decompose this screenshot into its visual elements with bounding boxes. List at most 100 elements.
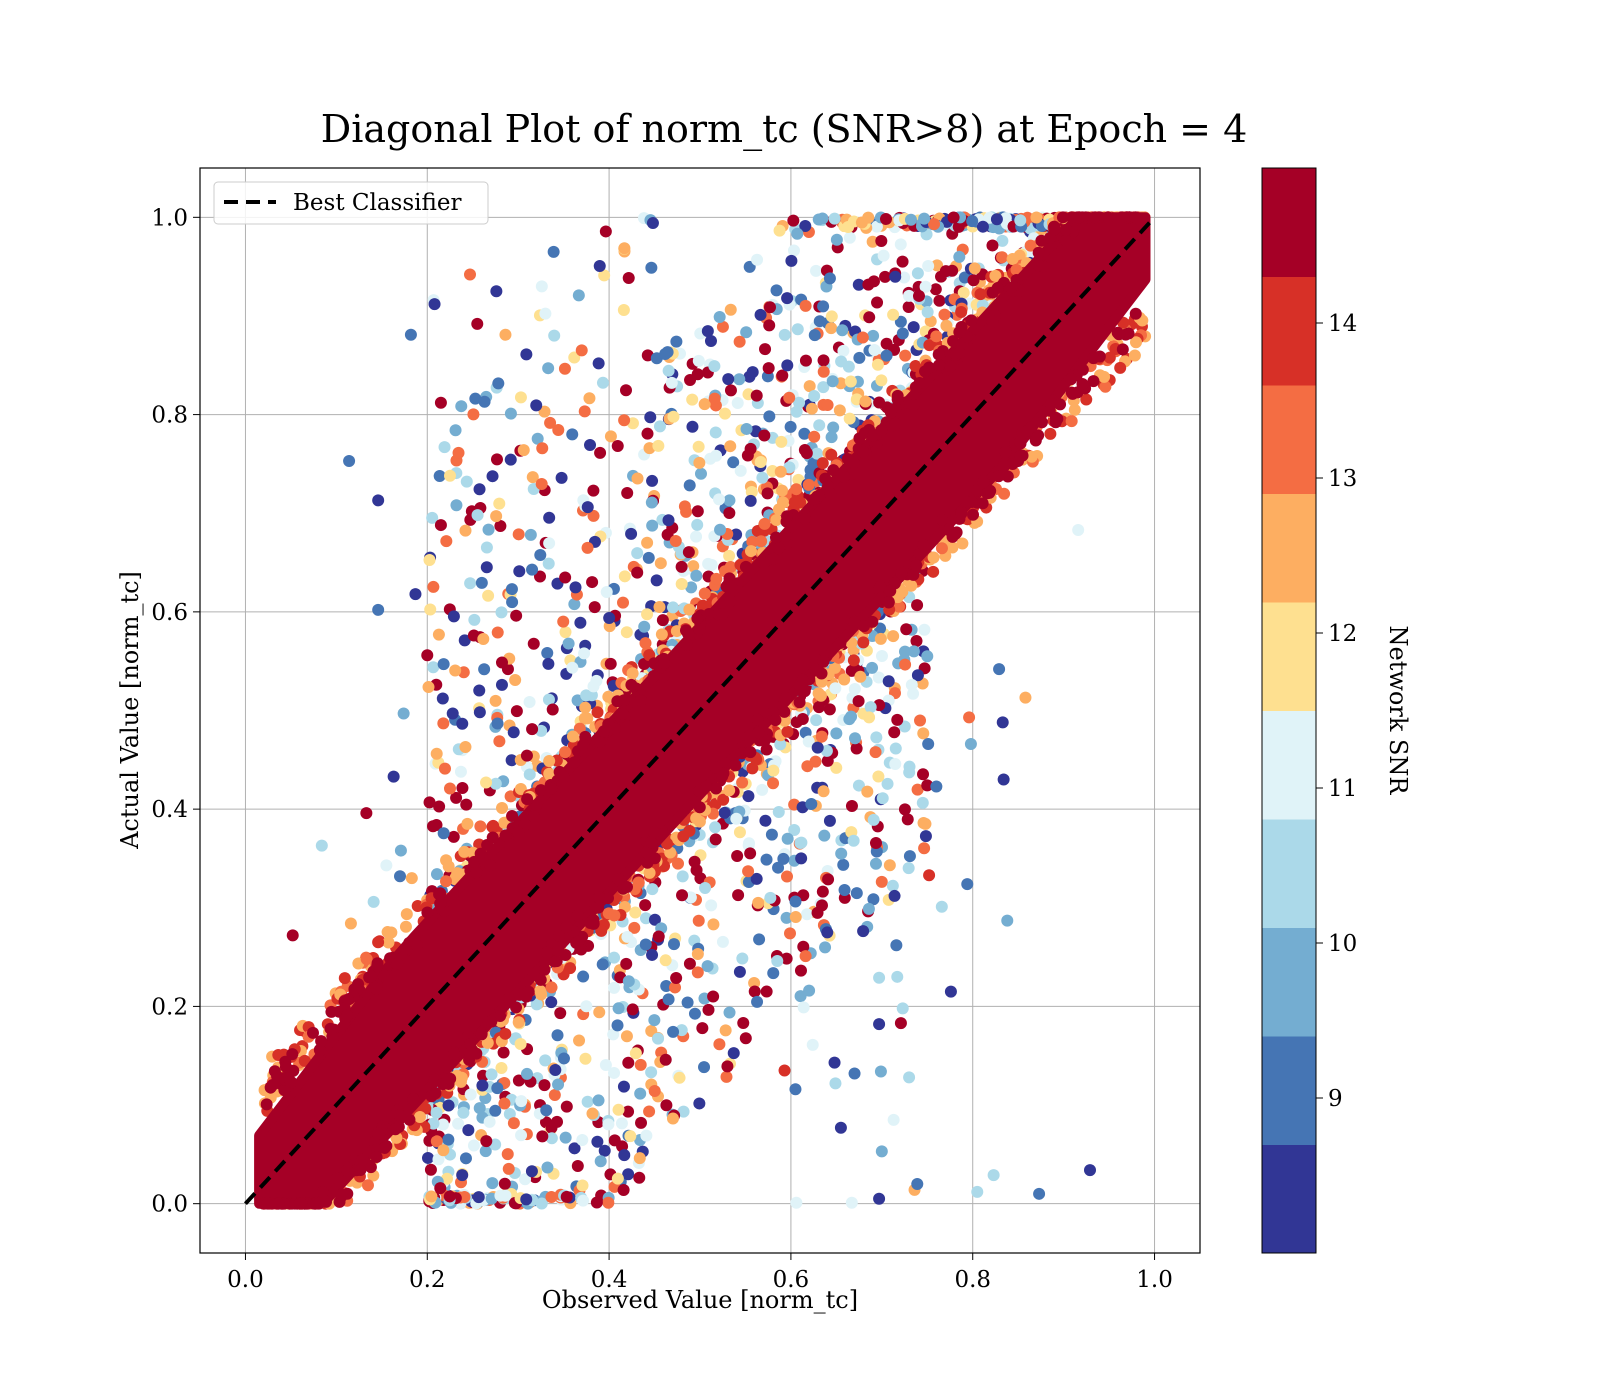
- scatter-point: [823, 703, 836, 716]
- scatter-point: [713, 1038, 726, 1051]
- scatter-point: [512, 826, 525, 839]
- scatter-point: [808, 329, 821, 342]
- scatter-point: [1068, 403, 1081, 416]
- scatter-point: [837, 858, 850, 871]
- scatter-point: [999, 446, 1012, 459]
- scatter-point: [559, 746, 572, 759]
- scatter-point: [572, 289, 585, 302]
- scatter-point: [811, 906, 824, 919]
- scatter-point: [912, 289, 925, 302]
- scatter-point: [600, 585, 613, 598]
- scatter-point: [1005, 281, 1018, 294]
- scatter-point: [947, 335, 960, 348]
- scatter-point: [1001, 914, 1014, 927]
- scatter-point: [788, 823, 801, 836]
- scatter-point: [1101, 211, 1114, 224]
- scatter-point: [587, 509, 600, 522]
- scatter-point: [767, 777, 780, 790]
- scatter-point: [450, 499, 463, 512]
- scatter-point: [966, 215, 979, 228]
- scatter-point: [907, 399, 920, 412]
- scatter-point: [918, 212, 931, 225]
- scatter-point: [739, 1032, 752, 1045]
- scatter-point: [707, 918, 720, 931]
- scatter-point: [946, 541, 959, 554]
- best-classifier-line: [243, 215, 1157, 1206]
- scatter-point: [852, 779, 865, 792]
- colorbar-segment: [1262, 602, 1316, 711]
- scatter-point: [924, 315, 937, 328]
- scatter-point: [682, 546, 695, 559]
- scatter-point: [870, 731, 883, 744]
- scatter-point: [474, 820, 487, 833]
- scatter-point: [443, 782, 456, 795]
- scatter-point: [746, 366, 759, 379]
- scatter-point: [434, 519, 447, 532]
- scatter-point: [330, 1172, 343, 1185]
- scatter-point: [568, 598, 581, 611]
- scatter-point: [862, 211, 875, 224]
- scatter-point: [370, 982, 383, 995]
- scatter-point: [393, 1109, 406, 1122]
- scatter-point: [667, 1025, 680, 1038]
- legend: Best Classifier: [213, 181, 489, 225]
- scatter-point: [780, 911, 793, 924]
- scatter-point: [666, 1112, 679, 1125]
- scatter-point: [437, 717, 450, 730]
- scatter-point: [444, 1072, 457, 1085]
- scatter-point: [773, 224, 786, 237]
- scatter-point: [821, 926, 834, 939]
- scatter-point: [581, 541, 594, 554]
- scatter-point: [501, 1148, 514, 1161]
- scatter-point: [486, 470, 499, 483]
- scatter-point: [889, 417, 902, 430]
- scatter-point: [997, 773, 1010, 786]
- scatter-point: [486, 831, 499, 844]
- scatter-point: [572, 935, 585, 948]
- scatter-point: [869, 857, 882, 870]
- scatter-point: [930, 330, 943, 343]
- colorbar-tick-label: 9: [1328, 1086, 1343, 1112]
- scatter-point: [754, 455, 767, 468]
- scatter-point: [760, 985, 773, 998]
- scatter-point: [438, 441, 451, 454]
- scatter-point: [399, 920, 412, 933]
- scatter-point: [460, 475, 473, 488]
- scatter-point: [640, 846, 653, 859]
- scatter-point: [675, 578, 688, 591]
- scatter-point: [475, 1028, 488, 1041]
- scatter-point: [405, 872, 418, 885]
- x-tick-label: 0.2: [409, 1267, 446, 1293]
- scatter-point: [640, 1129, 653, 1142]
- scatter-point: [828, 1056, 841, 1069]
- scatter-point: [389, 1123, 402, 1136]
- scatter-point: [284, 1075, 297, 1088]
- scatter-point: [578, 647, 591, 660]
- scatter-point: [826, 375, 839, 388]
- scatter-point: [464, 268, 476, 281]
- scatter-point: [817, 381, 830, 394]
- scatter-point: [639, 912, 652, 925]
- scatter-point: [896, 327, 909, 340]
- scatter-point: [889, 742, 902, 755]
- scatter-point: [473, 706, 486, 719]
- scatter-point: [633, 1152, 646, 1165]
- scatter-point: [496, 802, 509, 815]
- scatter-point: [497, 1046, 510, 1059]
- scatter-point: [470, 866, 483, 879]
- scatter-point: [794, 836, 807, 849]
- scatter-point: [476, 1079, 489, 1092]
- scatter-point: [598, 269, 611, 282]
- scatter-point: [965, 496, 978, 509]
- scatter-point: [478, 663, 491, 676]
- scatter-point: [830, 761, 843, 774]
- scatter-point: [762, 362, 775, 375]
- scatter-point: [701, 325, 714, 338]
- scatter-point: [1114, 361, 1127, 374]
- scatter-point: [469, 392, 482, 405]
- scatter-point: [655, 628, 668, 641]
- scatter-point: [553, 929, 566, 942]
- scatter-point: [895, 567, 908, 580]
- colorbar-label: Network SNR: [1384, 626, 1412, 796]
- scatter-point: [733, 965, 746, 978]
